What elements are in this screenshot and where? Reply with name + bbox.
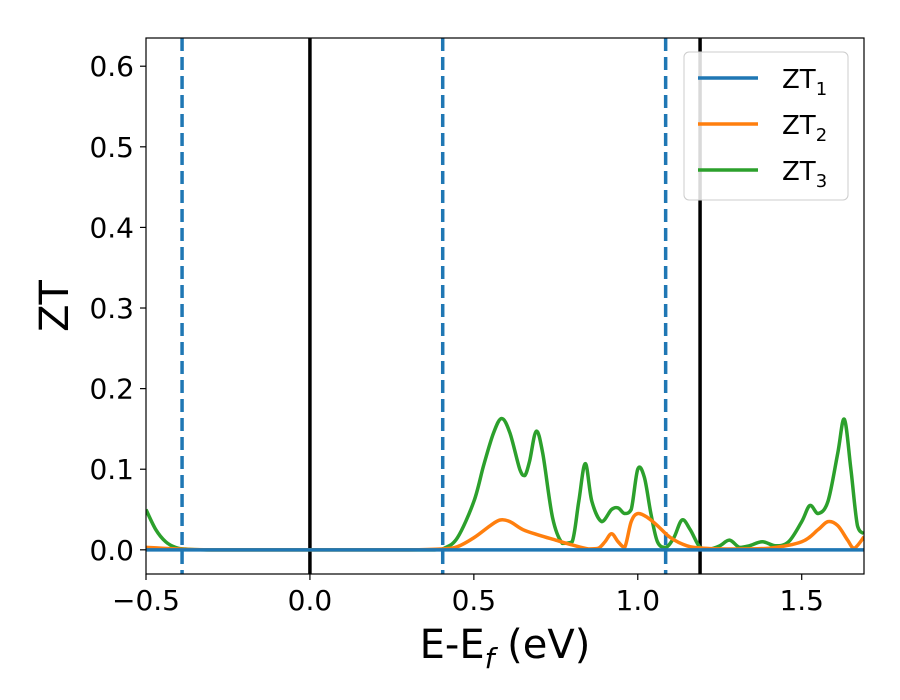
y-tick-label: 0.1 (89, 453, 134, 486)
x-axis-label-unit: (eV) (494, 622, 590, 668)
x-tick-label: 1.0 (616, 584, 661, 617)
legend-label-zt1: ZT1 (782, 65, 827, 100)
x-tick-label: 1.5 (779, 584, 824, 617)
x-tick-label: 0.5 (452, 584, 497, 617)
y-axis-ticks: 0.0 0.1 0.2 0.3 0.4 0.5 0.6 (89, 50, 146, 567)
legend-label-zt3: ZT3 (782, 157, 827, 192)
series-layer (146, 416, 864, 552)
legend-box (683, 51, 849, 201)
x-tick-label: 0.0 (288, 584, 333, 617)
plot-frame (145, 37, 865, 575)
x-axis-label: E-Ef (eV) (420, 622, 591, 675)
y-tick-label: 0.4 (89, 211, 134, 244)
legend: ZT1 ZT2 ZT3 (683, 51, 849, 201)
x-axis-ticks: −0.5 0.0 0.5 1.0 1.5 (112, 574, 824, 617)
y-tick-label: 0.0 (89, 534, 134, 567)
y-tick-label: 0.6 (89, 50, 134, 83)
x-tick-label: −0.5 (112, 584, 180, 617)
y-tick-label: 0.5 (89, 131, 134, 164)
y-axis-label: ZT (32, 280, 78, 332)
legend-label-zt2: ZT2 (782, 111, 827, 146)
y-tick-label: 0.3 (89, 292, 134, 325)
y-tick-label: 0.2 (89, 373, 134, 406)
